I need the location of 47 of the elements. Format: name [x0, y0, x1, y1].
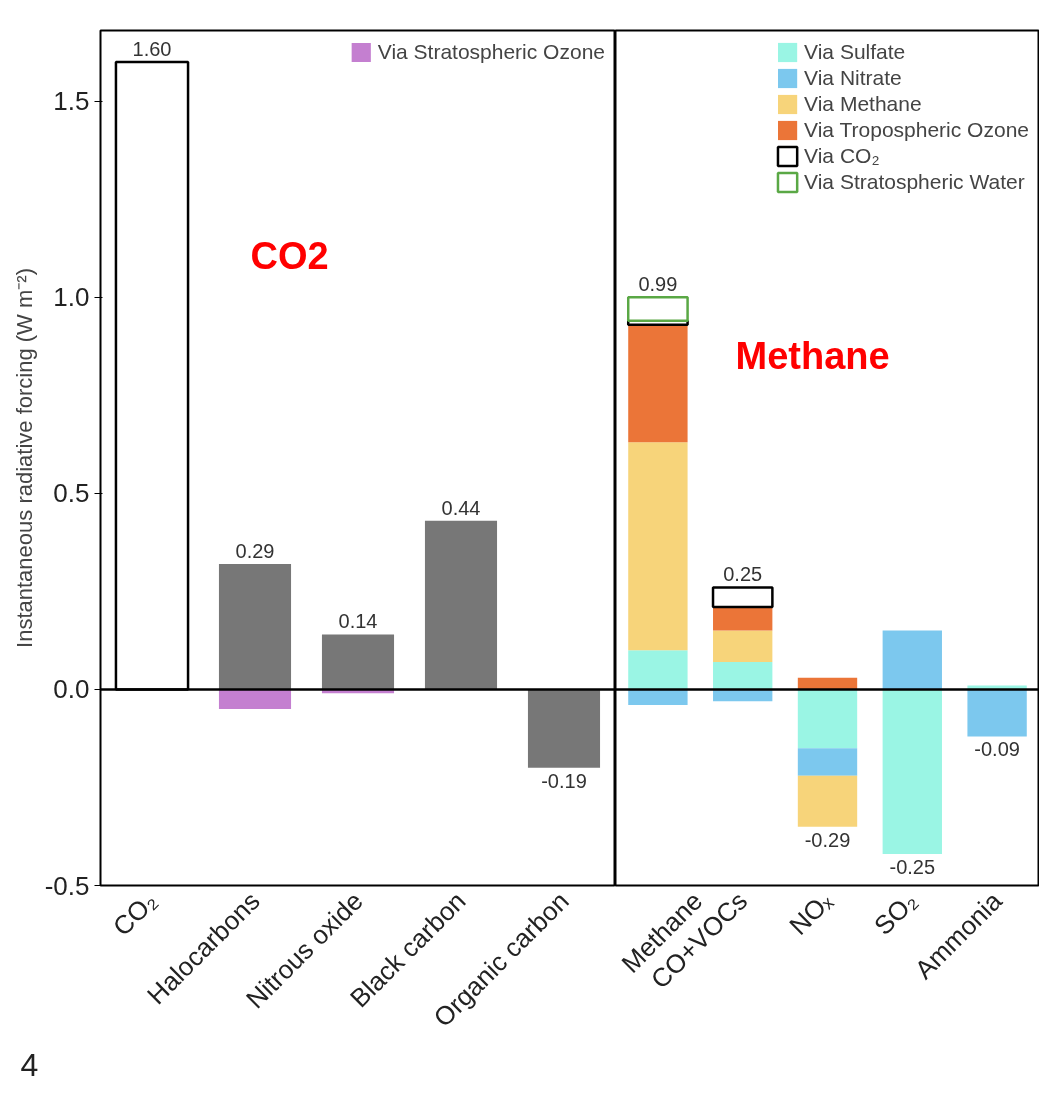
bar	[713, 661, 773, 690]
total-label: 0.29	[235, 539, 275, 562]
bar	[713, 607, 773, 631]
bar	[628, 324, 688, 443]
bar	[424, 520, 498, 690]
bar	[713, 630, 773, 662]
bar	[967, 689, 1027, 737]
bar	[527, 689, 601, 768]
bar	[882, 630, 942, 690]
total-label: 0.44	[441, 496, 481, 519]
total-label: 0.99	[638, 273, 678, 296]
total-label: -0.19	[541, 769, 587, 792]
legend-label: Via Nitrate	[804, 66, 902, 90]
bar	[797, 775, 858, 827]
total-label: -0.09	[974, 738, 1020, 761]
annotation: Methane	[735, 334, 890, 377]
total-label: 0.25	[723, 563, 763, 586]
total-label: 1.60	[132, 37, 172, 60]
bar	[218, 563, 292, 690]
legend-label: Via CO₂	[804, 144, 880, 168]
legend-label: Via Stratospheric Water	[804, 170, 1025, 194]
bar	[711, 586, 774, 609]
legend-label: Via Methane	[804, 92, 922, 116]
bar	[321, 634, 395, 690]
x-tick-label: NOₓ	[783, 885, 839, 941]
y-axis-title: Instantaneous radiative forcing (W m⁻²)	[11, 268, 37, 648]
legend-label: Via Sulfate	[804, 40, 906, 64]
bar	[628, 650, 688, 690]
legend-label: Via Stratospheric Ozone	[377, 40, 605, 64]
y-tick-label: 1.5	[53, 86, 90, 117]
legend-label: Via Tropospheric Ozone	[804, 118, 1029, 142]
bar	[628, 442, 688, 651]
bar	[797, 748, 858, 776]
annotation: CO2	[250, 234, 329, 277]
bar	[882, 689, 942, 855]
y-tick-label: 0.5	[53, 478, 90, 509]
bar	[218, 689, 292, 710]
x-tick-label: SO₂	[867, 885, 923, 941]
bar	[626, 295, 689, 322]
total-label: -0.29	[804, 828, 851, 851]
total-label: -0.25	[889, 856, 936, 879]
total-label: 0.14	[338, 610, 378, 633]
y-tick-label: 0.0	[53, 674, 90, 705]
bar	[797, 689, 858, 749]
text: 4	[20, 1046, 39, 1083]
y-tick-label: -0.5	[44, 870, 90, 901]
y-tick-label: 1.0	[53, 282, 90, 313]
